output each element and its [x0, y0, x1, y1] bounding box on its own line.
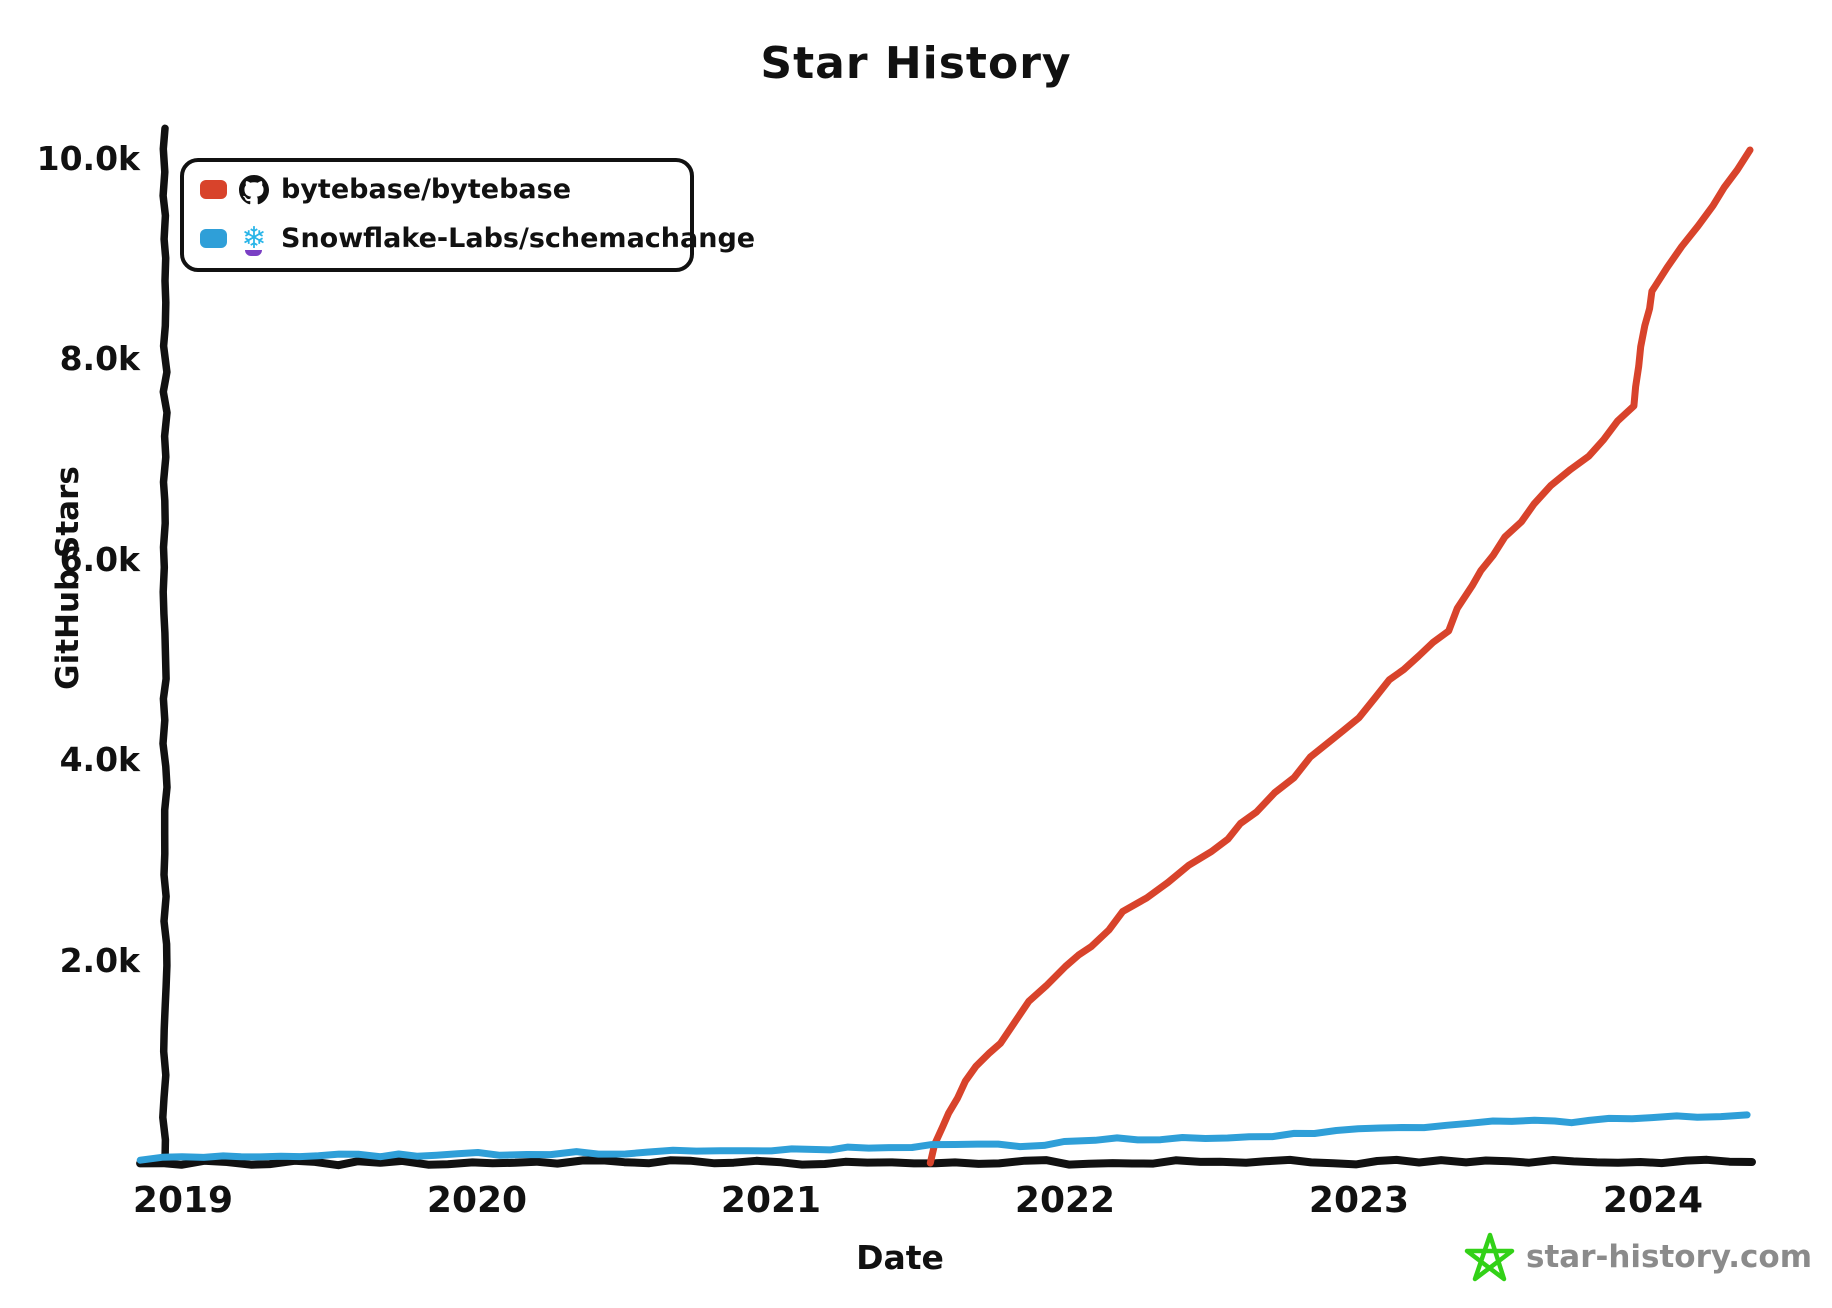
- y-tick-label: 8.0k: [59, 339, 140, 379]
- x-tick-label: 2020: [426, 1180, 528, 1221]
- schemachange-color-swatch: [200, 229, 227, 248]
- doodle-star-icon: [1464, 1232, 1515, 1282]
- legend-item-schemachange: ❄ Snowflake-Labs/schemachange: [200, 218, 755, 260]
- x-tick-label: 2024: [1602, 1180, 1704, 1221]
- x-tick-label: 2022: [1014, 1180, 1116, 1221]
- legend-label-schemachange: Snowflake-Labs/schemachange: [281, 223, 756, 254]
- x-tick-label: 2023: [1308, 1180, 1410, 1221]
- x-tick-label: 2021: [720, 1180, 822, 1221]
- x-tick-label: 2019: [132, 1180, 234, 1221]
- y-tick-label: 10.0k: [36, 139, 140, 178]
- schemachange-line: [136, 1111, 1751, 1164]
- legend-item-bytebase: bytebase/bytebase: [200, 169, 680, 211]
- github-octocat-icon: [238, 174, 270, 206]
- y-tick-label: 6.0k: [59, 539, 140, 579]
- y-tick-label: 4.0k: [59, 740, 140, 780]
- legend-label-bytebase: bytebase/bytebase: [281, 174, 572, 205]
- branding-text: star-history.com: [1526, 1239, 1813, 1275]
- chart-title: Star History: [760, 38, 1072, 89]
- y-tick-label: 2.0k: [59, 940, 140, 980]
- x-axis-title: Date: [856, 1238, 944, 1277]
- snowflake-icon: ❄: [241, 220, 267, 256]
- branding: star-history.com: [1462, 1230, 1812, 1284]
- legend-box: bytebase/bytebase ❄ Snowflake-Labs/schem…: [180, 158, 755, 272]
- y-axis-line: [159, 124, 171, 1166]
- bytebase-line: [926, 146, 1754, 1167]
- bytebase-color-swatch: [200, 180, 227, 199]
- x-axis-line: [136, 1155, 1756, 1170]
- snowflake-purple-accent: [245, 249, 262, 256]
